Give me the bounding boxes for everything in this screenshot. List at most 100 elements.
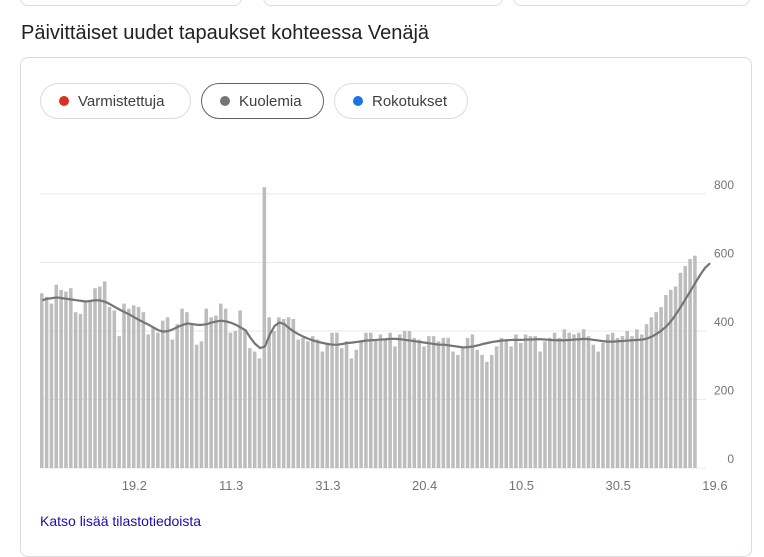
bar[interactable] <box>413 338 417 468</box>
bar[interactable] <box>330 333 334 468</box>
bar[interactable] <box>514 334 518 468</box>
bar[interactable] <box>640 334 644 468</box>
bar[interactable] <box>650 317 654 468</box>
bar[interactable] <box>55 285 59 468</box>
bar[interactable] <box>437 341 441 468</box>
bar[interactable] <box>88 302 92 468</box>
bar[interactable] <box>171 340 175 468</box>
bar[interactable] <box>180 309 184 468</box>
bar[interactable] <box>587 336 591 468</box>
bar[interactable] <box>596 352 600 468</box>
bar[interactable] <box>466 338 470 468</box>
bar[interactable] <box>475 350 479 468</box>
bar[interactable] <box>543 341 547 468</box>
bar[interactable] <box>509 346 513 468</box>
bar[interactable] <box>146 334 150 468</box>
bar[interactable] <box>384 340 388 468</box>
bar[interactable] <box>205 309 209 468</box>
bar[interactable] <box>548 338 552 468</box>
bar[interactable] <box>408 331 412 468</box>
bar[interactable] <box>616 338 620 468</box>
bar[interactable] <box>122 304 126 468</box>
bar[interactable] <box>345 341 349 468</box>
bar[interactable] <box>209 317 213 468</box>
bar[interactable] <box>606 334 610 468</box>
bar[interactable] <box>306 341 310 468</box>
bar[interactable] <box>282 319 286 468</box>
bar[interactable] <box>272 331 276 468</box>
bar[interactable] <box>195 345 199 468</box>
bar[interactable] <box>442 338 446 468</box>
bar[interactable] <box>611 333 615 468</box>
bar[interactable] <box>621 336 625 468</box>
bar[interactable] <box>325 345 329 468</box>
bar[interactable] <box>316 340 320 468</box>
bar[interactable] <box>224 309 228 468</box>
bar[interactable] <box>577 333 581 468</box>
bar[interactable] <box>234 331 238 468</box>
bar[interactable] <box>127 309 131 468</box>
bar[interactable] <box>572 334 576 468</box>
bar[interactable] <box>219 304 223 468</box>
bar[interactable] <box>64 292 68 468</box>
bar[interactable] <box>132 305 136 468</box>
bar[interactable] <box>354 350 358 468</box>
bar[interactable] <box>108 307 112 468</box>
bar[interactable] <box>534 336 538 468</box>
more-statistics-link[interactable]: Katso lisää tilastotiedoista <box>40 513 201 529</box>
bar[interactable] <box>69 288 73 468</box>
bar[interactable] <box>301 338 305 468</box>
bar[interactable] <box>490 355 494 468</box>
bar[interactable] <box>258 358 262 468</box>
bar[interactable] <box>161 321 165 468</box>
bar[interactable] <box>538 352 542 468</box>
bar[interactable] <box>582 329 586 468</box>
bar[interactable] <box>296 340 300 468</box>
bar[interactable] <box>185 312 189 468</box>
bar[interactable] <box>263 187 267 468</box>
bar[interactable] <box>374 340 378 468</box>
bar[interactable] <box>403 331 407 468</box>
bar[interactable] <box>103 281 107 468</box>
bar[interactable] <box>200 341 204 468</box>
bar[interactable] <box>679 273 683 468</box>
bar[interactable] <box>427 336 431 468</box>
bar[interactable] <box>645 324 649 468</box>
bar[interactable] <box>166 317 170 468</box>
bar[interactable] <box>524 334 528 468</box>
bar[interactable] <box>417 340 421 468</box>
bar[interactable] <box>335 333 339 468</box>
bar[interactable] <box>480 355 484 468</box>
bar[interactable] <box>321 352 325 468</box>
bar[interactable] <box>592 345 596 468</box>
bar[interactable] <box>287 317 291 468</box>
bar[interactable] <box>504 340 508 468</box>
bar[interactable] <box>142 312 146 468</box>
bar[interactable] <box>422 346 426 468</box>
bar[interactable] <box>74 312 78 468</box>
bar[interactable] <box>311 336 315 468</box>
bar[interactable] <box>471 334 475 468</box>
bar[interactable] <box>461 348 465 468</box>
bar[interactable] <box>84 300 88 468</box>
bar[interactable] <box>238 310 242 468</box>
bar[interactable] <box>369 333 373 468</box>
bar[interactable] <box>519 343 523 468</box>
bar[interactable] <box>229 333 233 468</box>
bar[interactable] <box>350 358 354 468</box>
bar[interactable] <box>340 348 344 468</box>
bar[interactable] <box>529 336 533 468</box>
bar[interactable] <box>50 304 54 468</box>
bar[interactable] <box>248 348 252 468</box>
bar[interactable] <box>553 333 557 468</box>
bar[interactable] <box>393 346 397 468</box>
bar[interactable] <box>451 352 455 468</box>
bar[interactable] <box>601 343 605 468</box>
bar[interactable] <box>243 329 247 468</box>
bar[interactable] <box>40 293 44 468</box>
bar[interactable] <box>190 324 194 468</box>
bar[interactable] <box>664 295 668 468</box>
bar[interactable] <box>558 338 562 468</box>
bar[interactable] <box>456 355 460 468</box>
bar[interactable] <box>635 329 639 468</box>
